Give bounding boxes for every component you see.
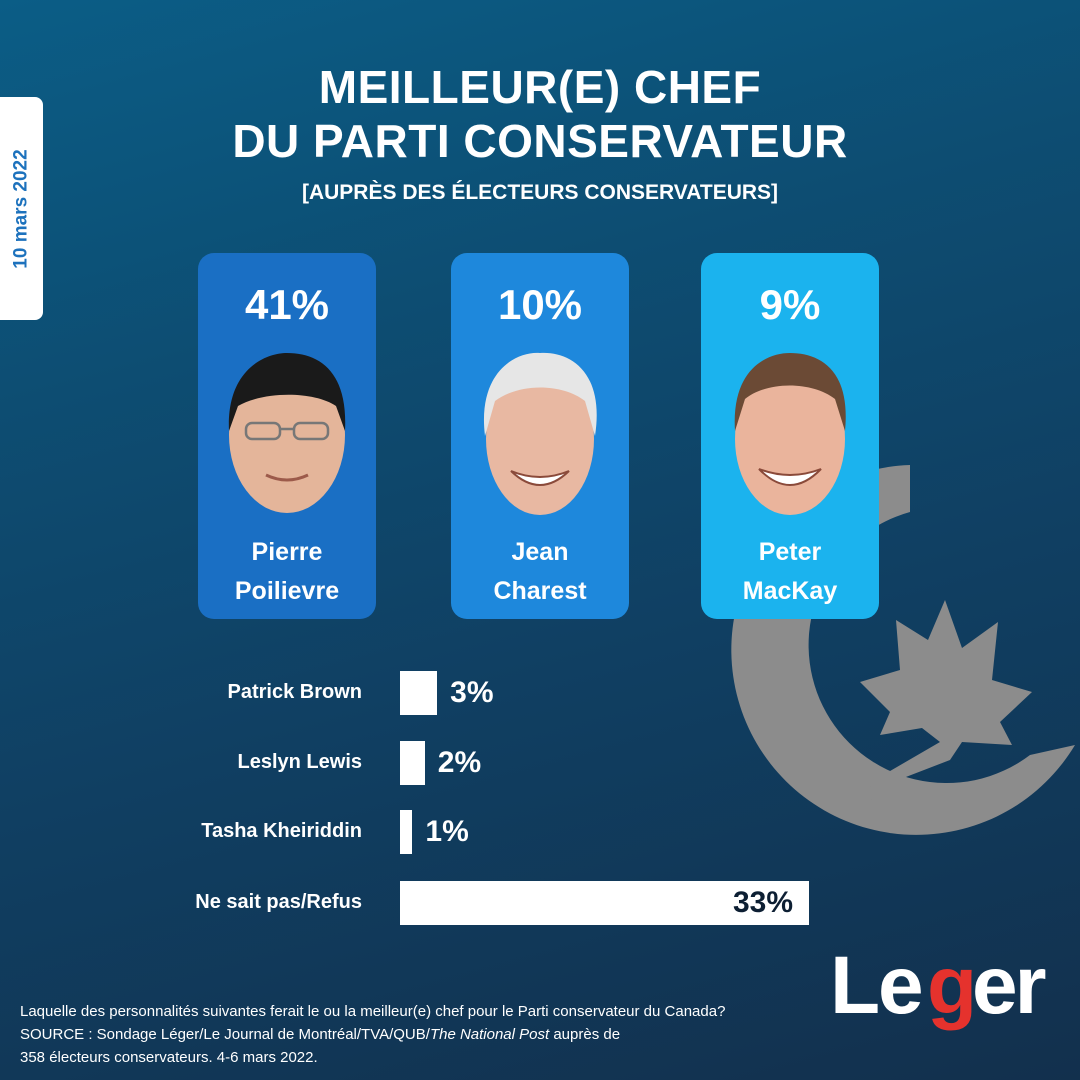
candidate-card-poilievre: 41% Pierre Poilievre	[198, 253, 376, 619]
footnote-question: Laquelle des personnalités suivantes fer…	[20, 1003, 726, 1020]
candidate-percent: 10%	[497, 281, 583, 328]
portrait-icon	[483, 352, 597, 515]
maple-leaf-icon	[860, 600, 1032, 800]
bar-value-label: 33%	[733, 886, 794, 919]
svg-text:g: g	[927, 940, 977, 1031]
date-tab: 10 mars 2022	[0, 97, 43, 320]
bar-label: Ne sait pas/Refus	[195, 891, 362, 913]
candidate-percent: 9%	[759, 281, 821, 328]
candidate-name: Jean Charest	[493, 538, 587, 605]
bar-label: Tasha Kheiriddin	[201, 820, 362, 842]
candidate-name: Pierre Poilievre	[234, 538, 340, 605]
bar-value-label: 2%	[437, 746, 482, 779]
bar	[400, 881, 809, 925]
title-line-2: DU PARTI CONSERVATEUR	[232, 115, 848, 167]
bar	[400, 810, 413, 854]
portrait-icon	[228, 353, 346, 513]
candidate-name: Peter MacKay	[742, 538, 838, 605]
title-line-1: MEILLEUR(E) CHEF	[318, 61, 762, 113]
chart-subtitle: [AUPRÈS DES ÉLECTEURS CONSERVATEURS]	[301, 181, 779, 204]
bar	[400, 741, 425, 785]
svg-text:er: er	[972, 940, 1046, 1031]
footnote-sample: 358 électeurs conservateurs. 4-6 mars 20…	[20, 1049, 318, 1066]
bar	[400, 671, 438, 715]
candidate-percent: 41%	[244, 281, 330, 328]
svg-text:e: e	[878, 940, 921, 1031]
leger-logo: L e g er	[830, 940, 1049, 1031]
bar-value-label: 3%	[450, 676, 494, 709]
svg-text:L: L	[830, 940, 878, 1031]
footnote-source: SOURCE : Sondage Léger/Le Journal de Mon…	[20, 1026, 621, 1043]
bar-label: Leslyn Lewis	[237, 751, 363, 773]
portrait-icon	[734, 353, 846, 515]
bar-label: Patrick Brown	[227, 681, 362, 703]
candidate-card-charest: 10% Jean Charest	[451, 253, 629, 619]
footnote: Laquelle des personnalités suivantes fer…	[20, 1000, 820, 1069]
chart-title: MEILLEUR(E) CHEF DU PARTI CONSERVATEUR	[0, 60, 1080, 168]
bar-value-label: 1%	[425, 815, 469, 848]
candidate-card-mackay: 9% Peter MacKay	[701, 253, 879, 619]
